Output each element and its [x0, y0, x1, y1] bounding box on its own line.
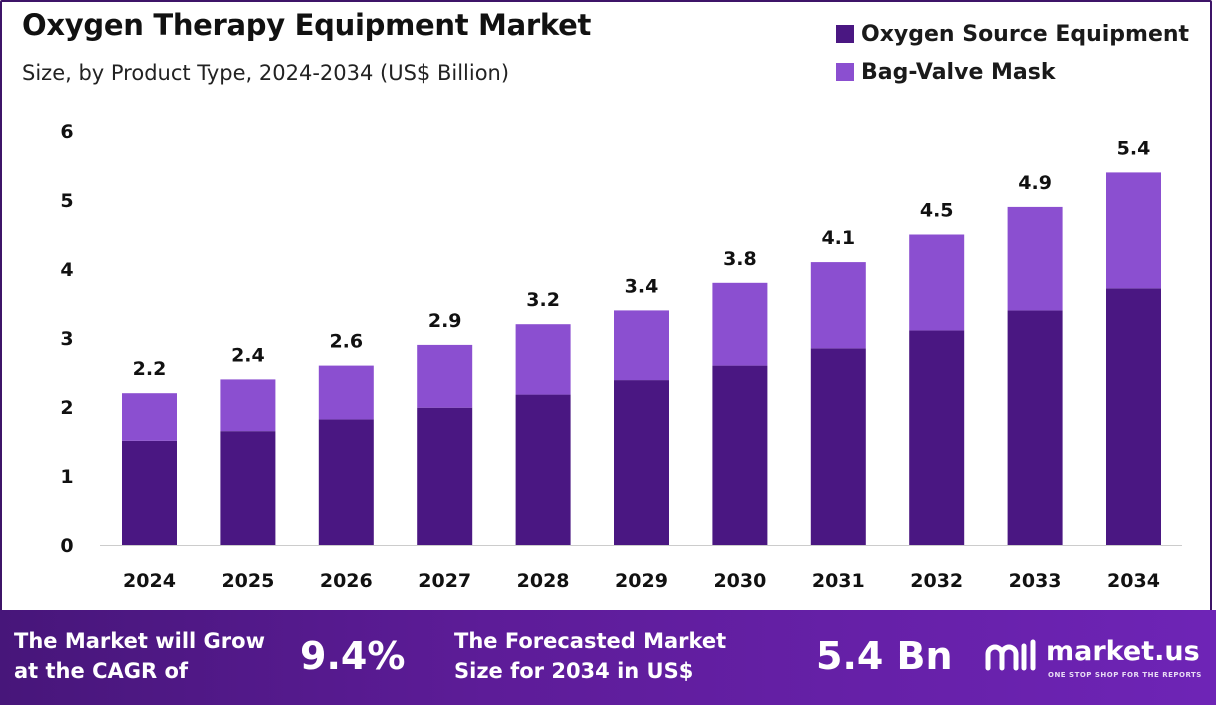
x-tick-label: 2027	[418, 570, 471, 592]
legend-item-bag-valve-mask: Bag-Valve Mask	[836, 53, 1189, 91]
x-tick-label: 2031	[812, 570, 865, 592]
bar-total-label: 3.4	[625, 275, 659, 297]
bar-segment-oxygen-source	[614, 380, 669, 545]
bar-total-label: 3.2	[526, 289, 560, 311]
y-tick-label: 2	[60, 397, 73, 419]
bar-total-label: 2.6	[329, 331, 363, 353]
stacked-bar-chart: 0 1 2 3 4 5 6 2.2 2024 2.4 2025 2.6 2026 2.9 2027 3.2 20…	[60, 121, 1182, 592]
bar-segment-bag-valve-mask	[712, 282, 768, 366]
cagr-caption: The Market will Grow at the CAGR of	[14, 629, 265, 683]
x-tick-label: 2032	[910, 570, 963, 592]
x-tick-label: 2030	[713, 570, 766, 592]
x-tick-label: 2029	[615, 570, 668, 592]
legend-swatch-oxygen-source	[836, 25, 854, 43]
bar-segment-oxygen-source	[417, 407, 473, 545]
market-us-logo-icon	[985, 639, 1036, 671]
bar-segment-oxygen-source	[1106, 288, 1161, 545]
legend: Oxygen Source Equipment Bag-Valve Mask	[836, 15, 1189, 91]
forecast-value: 5.4 Bn	[816, 634, 953, 678]
y-tick-label: 5	[60, 190, 73, 212]
bar-total-label: 4.9	[1018, 172, 1052, 194]
bar-segment-oxygen-source	[909, 330, 965, 545]
y-tick-label: 6	[60, 121, 73, 143]
x-tick-label: 2028	[517, 570, 570, 592]
chart-subtitle: Size, by Product Type, 2024-2034 (US$ Bi…	[22, 61, 510, 85]
bar-segment-oxygen-source	[712, 365, 768, 545]
x-tick-label: 2025	[221, 570, 274, 592]
x-tick-label: 2024	[123, 570, 176, 592]
chart-title: Oxygen Therapy Equipment Market	[22, 8, 592, 42]
bar-segment-bag-valve-mask	[1007, 206, 1063, 311]
cagr-value: 9.4%	[300, 634, 406, 678]
bar-segment-bag-valve-mask	[614, 310, 669, 381]
forecast-caption: The Forecasted Market Size for 2034 in U…	[454, 629, 727, 683]
bar-segment-oxygen-source	[810, 348, 866, 545]
y-tick-label: 1	[60, 466, 73, 488]
legend-label-oxygen-source: Oxygen Source Equipment	[861, 21, 1190, 47]
legend-item-oxygen-source: Oxygen Source Equipment	[836, 15, 1189, 53]
bar-segment-bag-valve-mask	[220, 379, 276, 432]
brand-tagline: ONE STOP SHOP FOR THE REPORTS	[1048, 671, 1202, 679]
bar-segment-bag-valve-mask	[1106, 172, 1161, 289]
footer-banner: The Market will Grow at the CAGR of 9.4%…	[0, 610, 1216, 705]
bar-total-label: 3.8	[723, 248, 757, 270]
bar-total-label: 4.5	[920, 200, 954, 222]
y-tick-label: 0	[60, 535, 73, 557]
bar-segment-bag-valve-mask	[810, 262, 866, 349]
bar-segment-oxygen-source	[318, 419, 374, 545]
bar-segment-bag-valve-mask	[417, 344, 473, 408]
brand-name: market.us	[1046, 636, 1200, 667]
bar-total-label: 2.2	[133, 358, 167, 380]
bar-segment-oxygen-source	[122, 440, 177, 545]
bar-total-label: 4.1	[821, 227, 855, 249]
bar-segment-oxygen-source	[1007, 310, 1063, 545]
bar-segment-bag-valve-mask	[909, 234, 965, 331]
bar-segment-bag-valve-mask	[318, 365, 374, 420]
legend-swatch-bag-valve-mask	[836, 63, 854, 81]
bar-segment-bag-valve-mask	[515, 324, 571, 395]
bar-total-label: 2.4	[231, 344, 265, 366]
bar-total-label: 2.9	[428, 310, 462, 332]
bar-segment-bag-valve-mask	[122, 393, 177, 441]
y-tick-label: 4	[60, 259, 73, 281]
bar-segment-oxygen-source	[515, 394, 571, 545]
x-tick-label: 2033	[1009, 570, 1062, 592]
y-tick-label: 3	[60, 328, 73, 350]
bar-total-label: 5.4	[1117, 137, 1151, 159]
legend-label-bag-valve-mask: Bag-Valve Mask	[861, 59, 1056, 85]
bar-segment-oxygen-source	[220, 431, 276, 545]
x-tick-label: 2026	[320, 570, 373, 592]
x-tick-label: 2034	[1107, 570, 1160, 592]
